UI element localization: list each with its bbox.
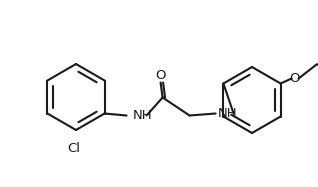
Text: NH: NH <box>133 109 152 122</box>
Text: NH: NH <box>218 107 237 120</box>
Text: O: O <box>289 72 300 85</box>
Text: Cl: Cl <box>67 142 80 155</box>
Text: O: O <box>155 69 166 82</box>
